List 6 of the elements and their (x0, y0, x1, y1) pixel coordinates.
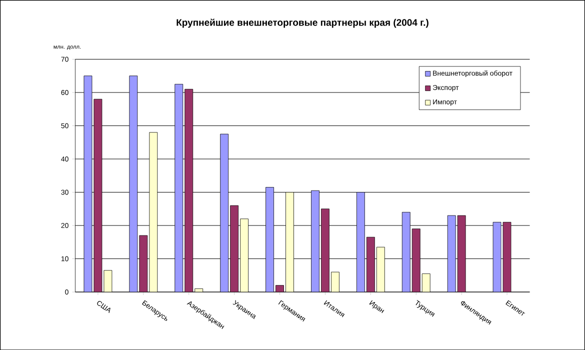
chart-title: Крупнейшие внешнеторговые партнеры края (2004 г.) (176, 18, 428, 28)
bar (240, 218, 248, 292)
bar (376, 246, 385, 292)
bar (422, 273, 430, 292)
bar (149, 132, 158, 292)
bar (286, 192, 294, 292)
